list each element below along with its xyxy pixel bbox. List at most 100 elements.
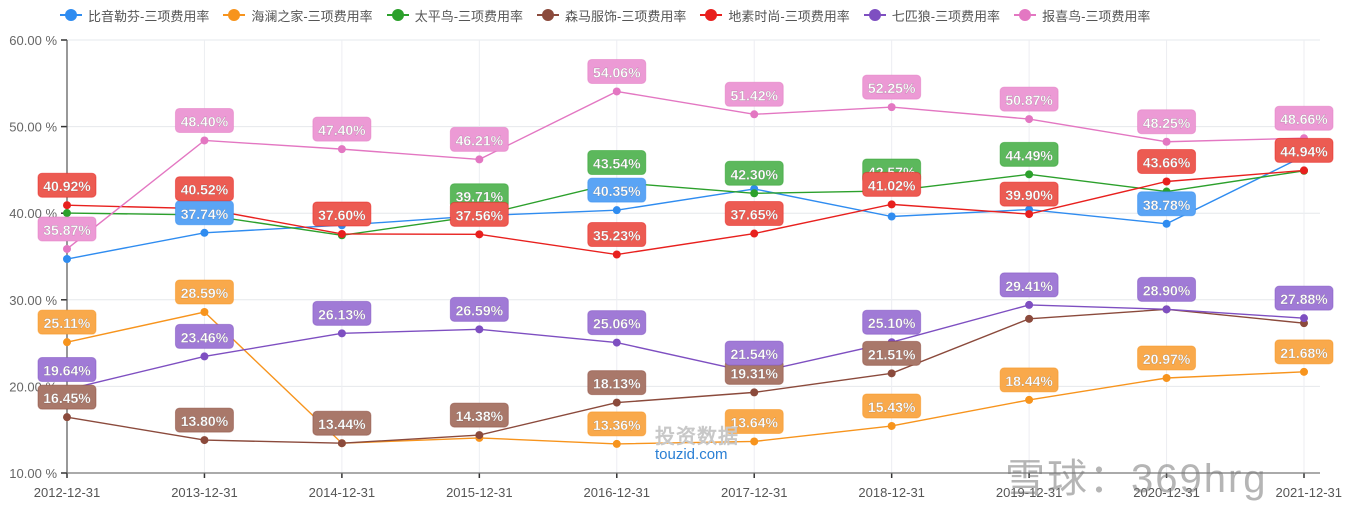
data-point[interactable]: [63, 413, 71, 422]
data-point[interactable]: [887, 103, 896, 112]
svg-text:26.59%: 26.59%: [456, 302, 504, 318]
data-label: 21.68%: [1274, 339, 1334, 365]
x-tick-label: 2014-12-31: [309, 485, 376, 500]
legend-label: 比音勒芬-三项费用率: [88, 8, 210, 24]
data-point[interactable]: [1300, 166, 1308, 175]
data-point[interactable]: [612, 206, 621, 215]
data-label: 19.31%: [724, 359, 784, 385]
data-point[interactable]: [1025, 115, 1034, 124]
svg-text:51.42%: 51.42%: [730, 87, 778, 103]
y-tick-label: 10.00 %: [9, 466, 57, 481]
data-point[interactable]: [1025, 395, 1034, 404]
legend-marker-icon: [60, 9, 82, 21]
data-point[interactable]: [200, 228, 209, 237]
data-point[interactable]: [750, 110, 759, 119]
data-point[interactable]: [750, 229, 759, 238]
data-label: 27.88%: [1274, 285, 1334, 311]
x-tick-label: 2021-12-31: [1276, 485, 1343, 500]
watermark-site-cn: 投资数据: [655, 426, 739, 448]
svg-text:48.25%: 48.25%: [1143, 115, 1191, 131]
data-point[interactable]: [475, 431, 484, 440]
data-label: 25.11%: [37, 309, 97, 335]
legend-item[interactable]: 比音勒芬-三项费用率: [60, 6, 209, 25]
data-label: 13.80%: [174, 407, 234, 433]
series-line[interactable]: [63, 300, 1308, 394]
svg-text:40.92%: 40.92%: [43, 178, 91, 194]
data-label: 26.13%: [312, 300, 372, 326]
data-label: 40.92%: [37, 172, 97, 198]
series-line[interactable]: [63, 152, 1308, 264]
data-point[interactable]: [887, 369, 896, 378]
data-point[interactable]: [887, 212, 896, 221]
svg-text:44.49%: 44.49%: [1005, 147, 1053, 163]
data-point[interactable]: [887, 200, 896, 209]
data-label: 13.36%: [587, 411, 647, 437]
data-point[interactable]: [63, 338, 71, 347]
legend-marker-icon: [537, 9, 560, 21]
svg-text:25.11%: 25.11%: [44, 315, 91, 331]
legend-marker-icon: [700, 9, 723, 21]
data-point[interactable]: [612, 87, 621, 96]
data-point[interactable]: [63, 244, 71, 253]
data-point[interactable]: [1300, 367, 1308, 376]
legend-item[interactable]: 地素时尚-三项费用率: [700, 6, 850, 25]
data-point[interactable]: [612, 398, 621, 407]
data-label: 39.71%: [449, 183, 509, 209]
data-point[interactable]: [475, 325, 484, 334]
series-line[interactable]: [63, 166, 1308, 240]
data-point[interactable]: [1162, 305, 1171, 314]
svg-text:35.23%: 35.23%: [593, 228, 641, 244]
data-point[interactable]: [1025, 300, 1034, 309]
svg-text:25.06%: 25.06%: [593, 316, 641, 332]
data-point[interactable]: [337, 329, 346, 338]
data-point[interactable]: [612, 338, 621, 347]
legend-label: 太平鸟-三项费用率: [414, 8, 524, 24]
data-point[interactable]: [200, 436, 209, 445]
data-point[interactable]: [200, 308, 209, 317]
data-point[interactable]: [750, 437, 759, 446]
data-point[interactable]: [475, 155, 484, 164]
data-point[interactable]: [750, 388, 759, 397]
data-label: 37.60%: [312, 201, 372, 227]
data-point[interactable]: [612, 250, 621, 259]
svg-text:50.87%: 50.87%: [1005, 92, 1053, 108]
svg-text:52.25%: 52.25%: [868, 80, 916, 96]
data-point[interactable]: [63, 201, 71, 210]
series-line[interactable]: [63, 87, 1308, 253]
legend-item[interactable]: 七匹狼-三项费用率: [863, 6, 1000, 25]
data-point[interactable]: [337, 229, 346, 238]
svg-text:21.68%: 21.68%: [1280, 345, 1328, 361]
data-point[interactable]: [200, 352, 209, 361]
legend-item[interactable]: 报喜鸟-三项费用率: [1014, 6, 1150, 25]
svg-text:29.41%: 29.41%: [1005, 278, 1053, 294]
data-point[interactable]: [337, 145, 346, 154]
svg-text:14.38%: 14.38%: [456, 408, 504, 424]
data-point[interactable]: [200, 136, 209, 145]
data-point[interactable]: [63, 209, 71, 218]
data-point[interactable]: [1162, 177, 1171, 186]
data-point[interactable]: [612, 439, 621, 448]
svg-text:13.36%: 13.36%: [593, 417, 641, 433]
legend-item[interactable]: 海澜之家-三项费用率: [223, 6, 373, 25]
data-point[interactable]: [337, 439, 346, 448]
data-point[interactable]: [63, 255, 71, 264]
svg-text:48.66%: 48.66%: [1280, 111, 1328, 127]
data-point[interactable]: [1162, 373, 1171, 382]
data-point[interactable]: [750, 189, 759, 198]
data-point[interactable]: [1162, 137, 1171, 146]
series-line[interactable]: [63, 166, 1308, 259]
svg-text:39.71%: 39.71%: [456, 189, 504, 205]
data-point[interactable]: [1025, 170, 1034, 179]
svg-text:13.44%: 13.44%: [318, 416, 366, 432]
legend-item[interactable]: 太平鸟-三项费用率: [386, 6, 524, 25]
legend-item[interactable]: 森马服饰-三项费用率: [537, 6, 686, 25]
data-point[interactable]: [1162, 219, 1171, 228]
data-label: 35.23%: [587, 222, 647, 248]
data-point[interactable]: [475, 230, 484, 239]
data-point[interactable]: [1025, 210, 1034, 219]
data-point[interactable]: [887, 421, 896, 430]
data-point[interactable]: [1025, 314, 1034, 323]
svg-text:18.44%: 18.44%: [1005, 373, 1053, 389]
data-point[interactable]: [1300, 314, 1308, 323]
x-tick-label: 2012-12-31: [34, 485, 101, 500]
